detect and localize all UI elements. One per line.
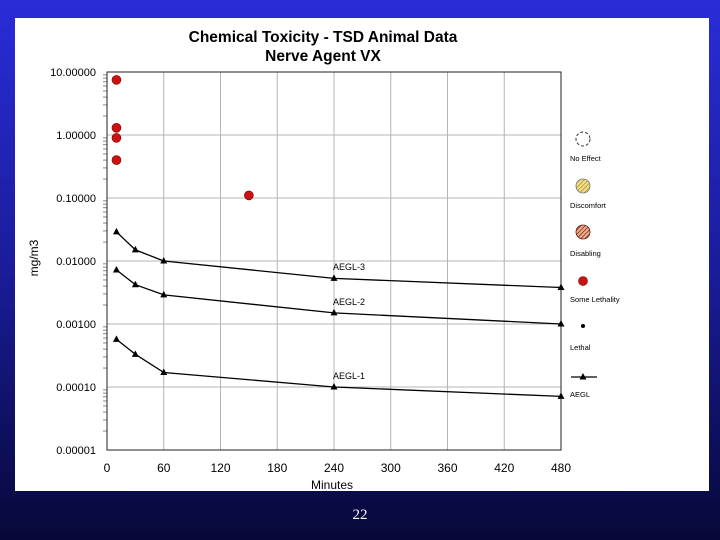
some-lethality-icon: [578, 276, 588, 286]
data-point-triangle: [131, 350, 139, 357]
x-tick-label: 240: [324, 461, 344, 475]
legend-label: Discomfort: [570, 201, 607, 210]
legend-item: AEGL: [570, 373, 597, 399]
series-aegl-1: AEGL-1: [112, 335, 565, 399]
y-tick-label: 0.00100: [56, 319, 96, 331]
data-point-triangle: [557, 392, 565, 399]
y-axis-title: mg/m3: [27, 239, 41, 276]
x-tick-label: 120: [210, 461, 230, 475]
legend-item: Lethal: [570, 324, 591, 352]
data-point-triangle: [330, 383, 338, 390]
y-tick-label: 0.01000: [56, 256, 96, 268]
y-tick-label: 0.00010: [56, 382, 96, 394]
series-label: AEGL-1: [333, 371, 365, 381]
data-point-triangle: [112, 265, 120, 273]
plot-frame: [106, 71, 562, 451]
data-point-triangle: [330, 274, 338, 281]
y-tick-label: 0.00001: [56, 445, 96, 457]
data-point-circle: [111, 133, 122, 143]
data-point-triangle: [131, 245, 139, 253]
data-point-triangle: [557, 283, 565, 290]
discomfort-icon: [575, 178, 591, 194]
data-point-circle: [244, 190, 254, 201]
legend-label: No Effect: [570, 154, 602, 163]
data-point-circle: [111, 123, 122, 133]
disabling-icon: [575, 224, 591, 240]
series: AEGL-3 AEGL-2 AEGL-1: [111, 75, 565, 399]
x-tick-label: 180: [267, 461, 287, 475]
data-point-triangle: [112, 335, 120, 342]
legend-label: AEGL: [570, 390, 590, 399]
data-point-triangle: [160, 368, 168, 375]
series-aegl-3: AEGL-3: [112, 227, 565, 290]
legend: No Effect Discomfort Disabling Some Lethali…: [570, 131, 620, 399]
y-tick-label: 0.10000: [56, 193, 96, 205]
grid: [107, 72, 561, 450]
x-tick-label: 300: [381, 461, 401, 475]
legend-label: Disabling: [570, 249, 601, 258]
data-point-triangle: [112, 227, 120, 235]
data-point-triangle: [160, 290, 168, 298]
chart-panel: [15, 18, 709, 491]
x-tick-label: 360: [437, 461, 457, 475]
y-tick-label: 1.00000: [56, 130, 96, 142]
data-point-circle: [111, 75, 122, 85]
no-effect-icon: [575, 131, 591, 147]
aegl-line: [116, 231, 562, 289]
aegl-line: [116, 338, 562, 398]
x-axis-title: Minutes: [311, 478, 353, 492]
chart-title: Chemical Toxicity - TSD Animal Data: [189, 29, 458, 46]
series-aegl-2: AEGL-2: [112, 265, 565, 327]
x-tick-label: 0: [104, 461, 111, 475]
legend-label: Lethal: [570, 343, 591, 352]
data-point-circle: [111, 155, 122, 165]
legend-item: Some Lethality: [570, 276, 620, 304]
aegl-triangle-icon: [579, 373, 587, 380]
lethal-icon: [581, 324, 585, 328]
y-tick-label: 10.00000: [50, 67, 96, 79]
page-number: 22: [352, 507, 368, 523]
data-point-triangle: [160, 257, 168, 264]
legend-label: Some Lethality: [570, 295, 620, 304]
legend-item: Disabling: [570, 224, 601, 258]
data-point-triangle: [330, 308, 338, 316]
data-point-triangle: [557, 320, 565, 327]
x-tick-label: 60: [157, 461, 171, 475]
x-tick-label: 480: [551, 461, 571, 475]
series-label: AEGL-2: [333, 297, 365, 307]
data-point-triangle: [131, 280, 139, 288]
chart-subtitle: Nerve Agent VX: [265, 48, 381, 65]
series-some-lethality: [111, 75, 254, 201]
series-label: AEGL-3: [333, 262, 365, 272]
legend-item: Discomfort: [570, 178, 607, 210]
x-tick-label: 420: [494, 461, 514, 475]
axes: 0 60 120 180 240 300 360 420 480 10.00000 1.00000 0…: [50, 67, 571, 475]
legend-item: No Effect: [570, 131, 602, 163]
